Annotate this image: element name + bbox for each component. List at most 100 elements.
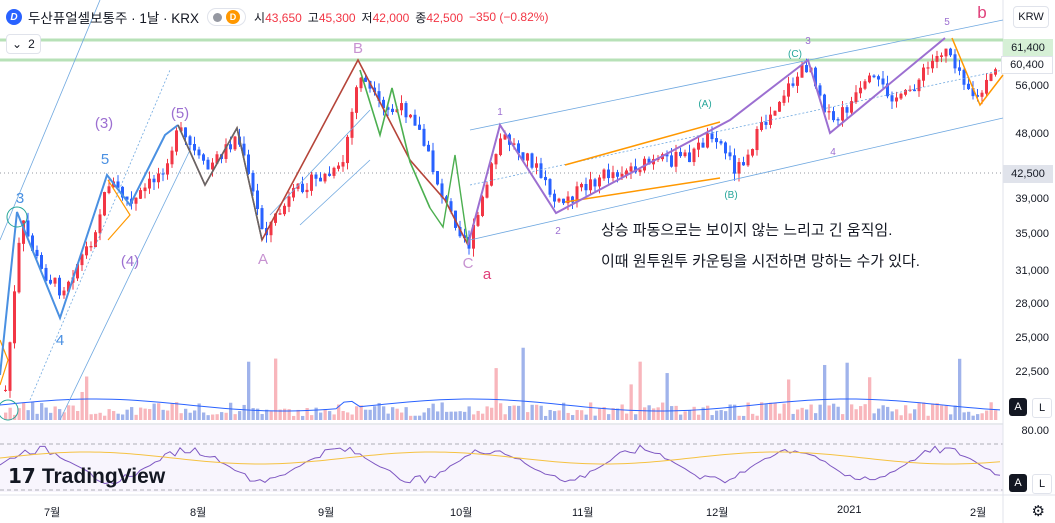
volume-bar	[103, 415, 107, 420]
candle-body	[859, 87, 862, 94]
candle-body	[728, 152, 732, 157]
candle-body	[53, 277, 57, 284]
candle-body	[256, 190, 259, 210]
volume-bar	[251, 408, 255, 420]
annotation-line-2[interactable]: 이때 원투원투 카운팅을 시전하면 망하는 수가 있다.	[601, 253, 920, 270]
candle-body	[773, 110, 777, 116]
candle-body	[211, 162, 214, 170]
candle-body	[17, 242, 21, 293]
candle-body	[44, 267, 48, 281]
symbol-title[interactable]: 두산퓨얼셀보통주 · 1날 · KRX	[28, 11, 200, 26]
volume-bar	[940, 405, 944, 420]
volume-bar	[22, 402, 26, 420]
volume-bar	[89, 414, 93, 420]
volume-bar	[148, 409, 152, 420]
volume-bar	[620, 404, 624, 420]
price-tick: 28,000	[1015, 298, 1049, 310]
candle-body	[589, 179, 592, 191]
volume-bar	[206, 415, 210, 420]
candle-body	[886, 83, 889, 97]
candle-body	[962, 69, 966, 85]
candle-body	[314, 174, 318, 179]
gear-icon[interactable]: ⚙	[1031, 503, 1045, 520]
candle-body	[625, 170, 628, 175]
candle-body	[346, 136, 349, 164]
volume-bar	[94, 413, 98, 420]
volume-bar	[584, 414, 588, 420]
volume-bar	[985, 410, 989, 420]
annotation-line-1[interactable]: 상승 파동으로는 보이지 않는 느리고 긴 움직임.	[601, 222, 893, 239]
candle-body	[913, 89, 916, 92]
log-scale-button[interactable]: L	[1032, 398, 1052, 418]
candle-body	[872, 75, 876, 78]
candle-body	[341, 162, 345, 167]
triangle-line	[564, 121, 721, 166]
volume-bar	[674, 405, 678, 420]
volume-bar	[31, 402, 35, 420]
rsi-line	[0, 444, 1001, 485]
candle-body	[949, 48, 952, 56]
volume-bar	[557, 410, 561, 420]
candle-body	[449, 201, 453, 212]
volume-bar	[683, 411, 687, 420]
rsi-panel-bg	[0, 425, 1003, 492]
candle-body	[733, 155, 736, 174]
auto-scale-button-rsi[interactable]: A	[1009, 474, 1027, 492]
tv-logo-icon: 𝟭𝟳	[8, 466, 36, 488]
tradingview-logo[interactable]: 𝟭𝟳 TradingView	[8, 464, 166, 489]
volume-bar	[791, 413, 795, 420]
volume-bar	[53, 406, 57, 420]
volume-bar	[580, 410, 584, 420]
candle-body	[692, 148, 696, 163]
volume-bar	[611, 408, 615, 420]
candle-body	[517, 143, 520, 154]
volume-bar	[71, 405, 75, 420]
open-value: 시43,650	[254, 10, 302, 25]
candle-body	[715, 138, 718, 143]
candle-body	[355, 87, 358, 113]
volume-bar	[503, 414, 507, 420]
candle-body	[224, 144, 228, 159]
candle-body	[364, 77, 367, 82]
candle-body	[184, 127, 187, 138]
candle-body	[679, 151, 682, 157]
volume-bar	[8, 407, 12, 420]
volume-bar	[796, 409, 800, 420]
candle-body	[76, 264, 79, 279]
volume-bar	[274, 358, 278, 420]
candle-body	[49, 279, 52, 284]
candle-body	[764, 121, 768, 125]
candle-body	[260, 208, 264, 229]
volume-bar	[292, 415, 296, 420]
time-tick: 12월	[706, 507, 729, 519]
volume-bar	[440, 402, 444, 420]
time-tick: 2월	[970, 507, 987, 519]
currency-button[interactable]: KRW	[1013, 6, 1049, 28]
volume-bar	[238, 411, 242, 420]
time-tick: 7월	[44, 507, 61, 519]
candle-body	[89, 246, 93, 248]
volume-bar	[607, 414, 611, 420]
volume-bar	[665, 373, 669, 420]
wave-marker-circle	[0, 399, 19, 421]
indicators-toggle[interactable]: ⌄ 2	[6, 34, 41, 54]
candle-body	[278, 213, 282, 215]
candle-body	[814, 67, 817, 87]
volume-bar	[562, 402, 566, 420]
volume-bar	[751, 413, 755, 420]
candle-body	[31, 235, 34, 251]
log-scale-button-rsi[interactable]: L	[1032, 474, 1052, 494]
auto-scale-button[interactable]: A	[1009, 398, 1027, 416]
volume-bar	[521, 347, 525, 420]
volume-bar	[629, 384, 633, 420]
candle-body	[382, 99, 385, 109]
candle-body	[485, 184, 489, 198]
status-pill[interactable]: D	[207, 8, 247, 26]
candle-body	[481, 196, 484, 216]
candle-body	[143, 187, 147, 192]
volume-bar	[508, 406, 512, 420]
volume-bar	[463, 411, 467, 420]
volume-bar	[818, 404, 822, 420]
candle-body	[296, 183, 300, 189]
